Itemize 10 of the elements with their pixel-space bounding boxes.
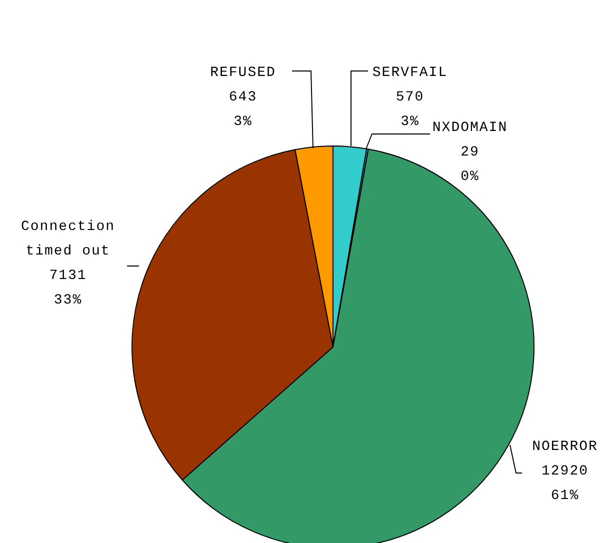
data-label: 643 3% <box>228 90 258 130</box>
data-label: 12920 61% <box>541 464 589 504</box>
slice-label: NXDOMAIN <box>432 120 508 136</box>
data-label: 570 3% <box>396 90 424 130</box>
slice-label: REFUSED <box>210 65 276 81</box>
data-label: 7131 33% <box>49 268 87 308</box>
slice-label: Connection timed out <box>20 219 116 260</box>
slice-label: SERVFAIL <box>372 65 448 81</box>
slice-label: NOERROR <box>532 439 598 455</box>
data-label: 29 0% <box>460 144 480 185</box>
